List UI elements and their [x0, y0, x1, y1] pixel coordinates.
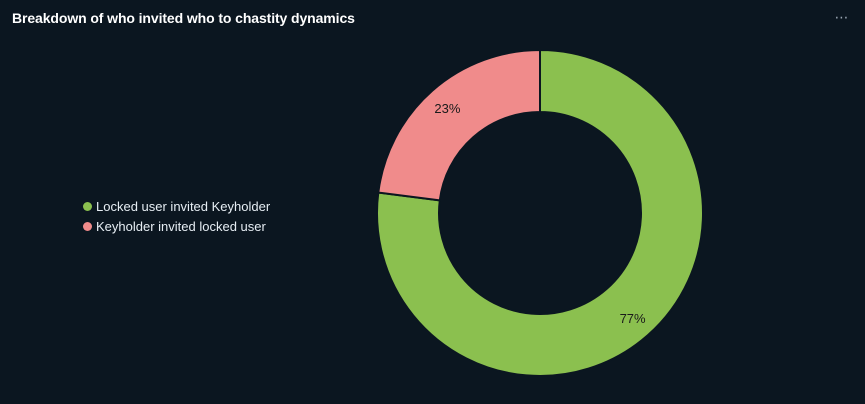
legend-swatch-green	[83, 201, 92, 211]
legend-item-locked-user-invited[interactable]: Locked user invited Keyholder	[83, 196, 270, 216]
slice-label-2: 23%	[434, 101, 460, 116]
chart-legend: Locked user invited Keyholder Keyholder …	[83, 196, 270, 236]
chart-title: Breakdown of who invited who to chastity…	[12, 10, 355, 26]
more-horizontal-icon: ⋯	[834, 8, 850, 25]
legend-item-keyholder-invited[interactable]: Keyholder invited locked user	[83, 216, 270, 236]
legend-label: Locked user invited Keyholder	[96, 198, 271, 214]
legend-label: Keyholder invited locked user	[96, 218, 266, 234]
slice-label-1: 77%	[620, 311, 646, 326]
donut-slice-2[interactable]	[377, 48, 541, 202]
more-options-button[interactable]: ⋯	[833, 8, 851, 26]
donut-slice-1[interactable]	[376, 48, 704, 377]
legend-swatch-pink	[83, 221, 92, 231]
